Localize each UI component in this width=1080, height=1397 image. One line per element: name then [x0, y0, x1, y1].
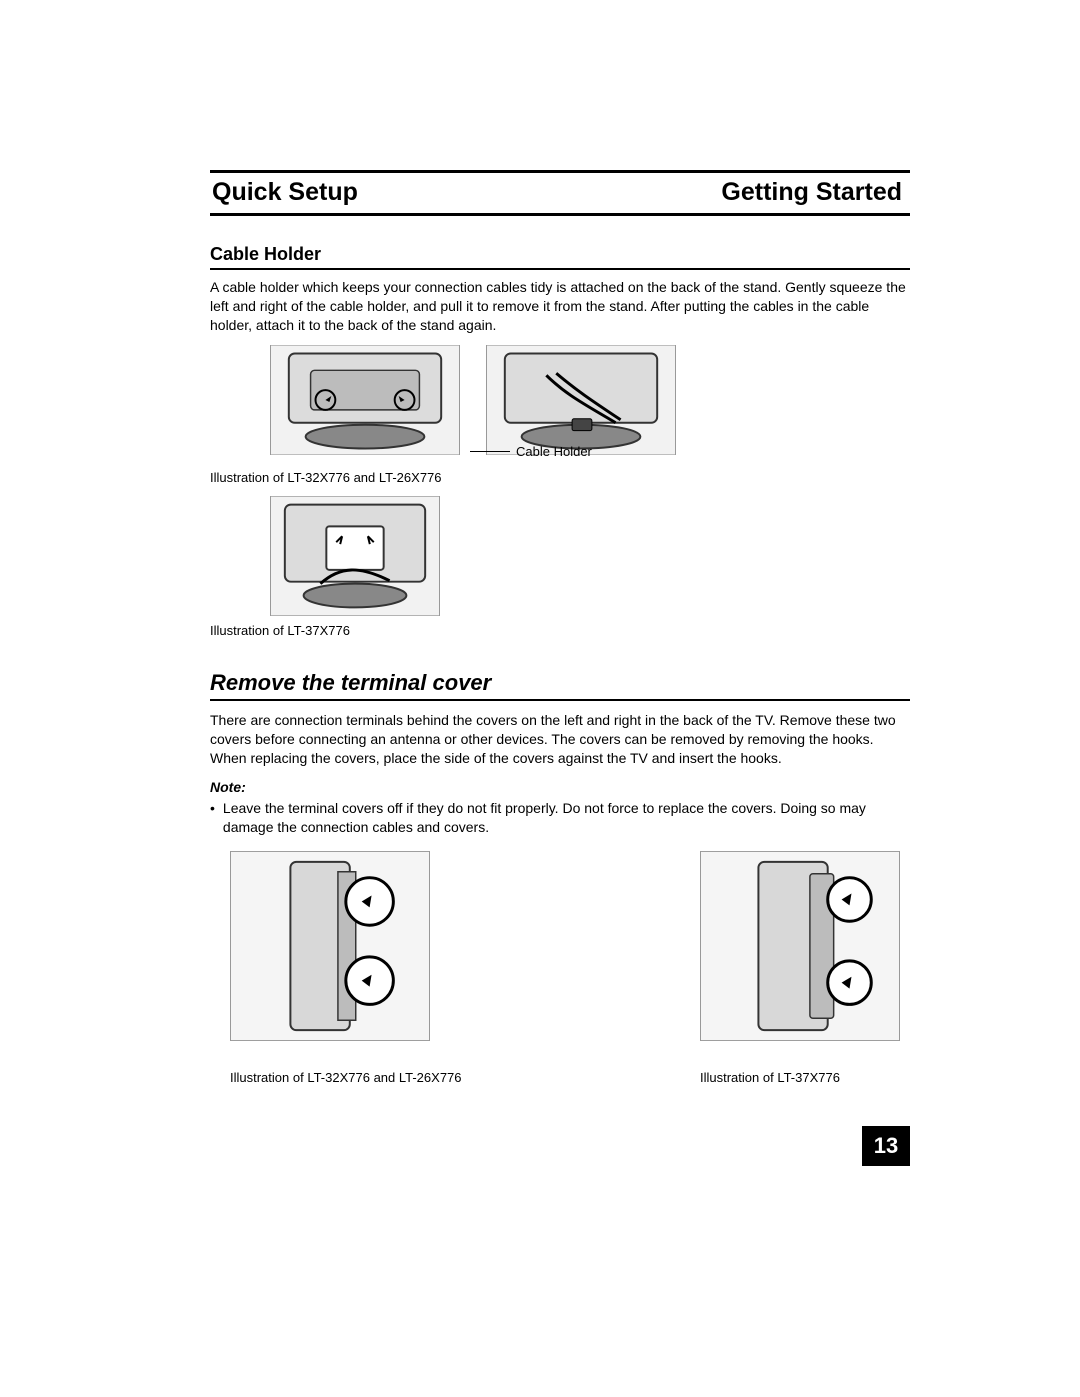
header-bar: Quick Setup Getting Started [210, 170, 910, 216]
cable-holder-callout-label: Cable Holder [516, 443, 592, 461]
callout-line [470, 451, 510, 452]
illustration-cable-holder-3 [270, 496, 440, 616]
illustration-terminal-right [700, 851, 900, 1041]
page-content: Quick Setup Getting Started Cable Holder… [210, 170, 910, 1106]
header-right: Getting Started [721, 176, 902, 210]
terminal-figure-right-col: Illustration of LT-37X776 [700, 851, 900, 1097]
terminal-caption-right: Illustration of LT-37X776 [700, 1069, 840, 1087]
cable-holder-callout: Cable Holder [470, 443, 910, 461]
cable-holder-figure-row-1 [270, 345, 910, 455]
note-label: Note: [210, 778, 910, 797]
bullet-marker: • [210, 799, 215, 837]
page-number: 13 [862, 1126, 910, 1166]
remove-terminal-body: There are connection terminals behind th… [210, 711, 910, 768]
illustration-terminal-left [230, 851, 430, 1041]
header-left: Quick Setup [212, 176, 358, 210]
note-bullet: • Leave the terminal covers off if they … [210, 799, 910, 837]
remove-terminal-heading: Remove the terminal cover [210, 668, 910, 702]
cable-holder-heading: Cable Holder [210, 242, 910, 270]
note-bullet-text: Leave the terminal covers off if they do… [223, 799, 910, 837]
illustration-cable-holder-2 [486, 345, 676, 455]
cable-holder-body: A cable holder which keeps your connecti… [210, 278, 910, 335]
caption-row1: Illustration of LT-32X776 and LT-26X776 [210, 469, 910, 487]
terminal-cover-figure-row: Illustration of LT-32X776 and LT-26X776 … [230, 851, 900, 1097]
terminal-caption-left: Illustration of LT-32X776 and LT-26X776 [230, 1069, 462, 1087]
illustration-cable-holder-1 [270, 345, 460, 455]
terminal-figure-left-col: Illustration of LT-32X776 and LT-26X776 [230, 851, 462, 1097]
caption-row2: Illustration of LT-37X776 [210, 622, 910, 640]
